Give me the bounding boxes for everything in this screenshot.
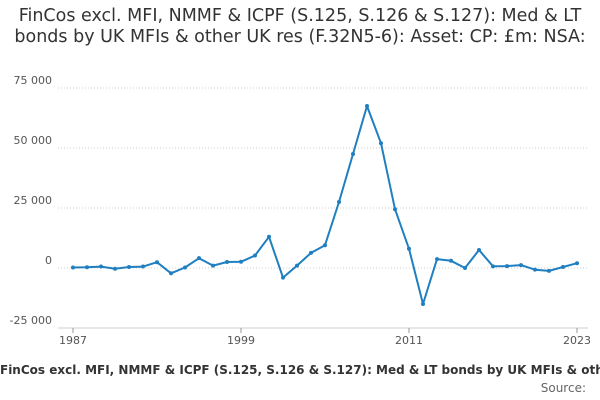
source-label: Source: (540, 381, 586, 395)
data-point[interactable] (267, 234, 271, 239)
data-point[interactable] (547, 268, 551, 273)
data-point[interactable] (197, 256, 201, 261)
data-point[interactable] (477, 248, 481, 252)
data-point[interactable] (323, 243, 327, 248)
y-tick-label: 25 000 (14, 194, 53, 207)
data-point[interactable] (533, 267, 537, 272)
chart-title: FinCos excl. MFI, NMMF & ICPF (S.125, S.… (14, 6, 586, 47)
series-line (72, 105, 578, 305)
y-tick-label: 50 000 (14, 134, 53, 147)
gridlines (58, 87, 588, 329)
data-point[interactable] (295, 263, 299, 268)
data-point[interactable] (421, 302, 425, 306)
data-point[interactable] (519, 263, 523, 268)
data-point[interactable] (99, 264, 103, 269)
data-point[interactable] (393, 207, 397, 212)
series-layer (71, 104, 579, 306)
data-point[interactable] (141, 264, 145, 269)
x-tick-label: 2023 (563, 334, 591, 347)
data-point[interactable] (491, 264, 495, 269)
data-point[interactable] (463, 266, 467, 270)
data-point[interactable] (253, 253, 257, 258)
x-tick-label: 1999 (227, 334, 255, 347)
data-point[interactable] (561, 265, 565, 270)
data-point[interactable] (449, 258, 453, 263)
data-point[interactable] (575, 261, 579, 266)
x-tick-label: 2011 (395, 334, 423, 347)
data-point[interactable] (85, 265, 89, 270)
data-point[interactable] (113, 266, 117, 271)
data-point[interactable] (71, 265, 75, 270)
data-point[interactable] (183, 265, 187, 270)
x-axis: 1987 1999 2011 2023 (58, 327, 591, 347)
data-point[interactable] (127, 265, 131, 270)
x-tick-label: 1987 (59, 334, 87, 347)
data-point[interactable] (225, 260, 229, 264)
data-point[interactable] (337, 200, 341, 204)
data-point[interactable] (379, 141, 383, 146)
y-tick-label: 0 (45, 254, 52, 267)
data-point[interactable] (351, 152, 355, 156)
data-point[interactable] (155, 260, 159, 265)
series-caption: FinCos excl. MFI, NMMF & ICPF (S.125, S.… (0, 363, 600, 377)
data-point[interactable] (169, 271, 173, 276)
data-point[interactable] (309, 250, 313, 255)
data-point[interactable] (435, 257, 439, 262)
y-tick-label: 75 000 (14, 74, 53, 87)
data-point[interactable] (211, 263, 215, 268)
data-point[interactable] (365, 104, 369, 108)
data-point[interactable] (407, 246, 411, 251)
y-tick-label: -25 000 (10, 314, 52, 327)
data-point[interactable] (239, 259, 243, 264)
data-point[interactable] (505, 264, 509, 269)
data-point[interactable] (281, 275, 285, 280)
y-axis-tick-labels: -25 000 0 25 000 50 000 75 000 (10, 74, 52, 327)
